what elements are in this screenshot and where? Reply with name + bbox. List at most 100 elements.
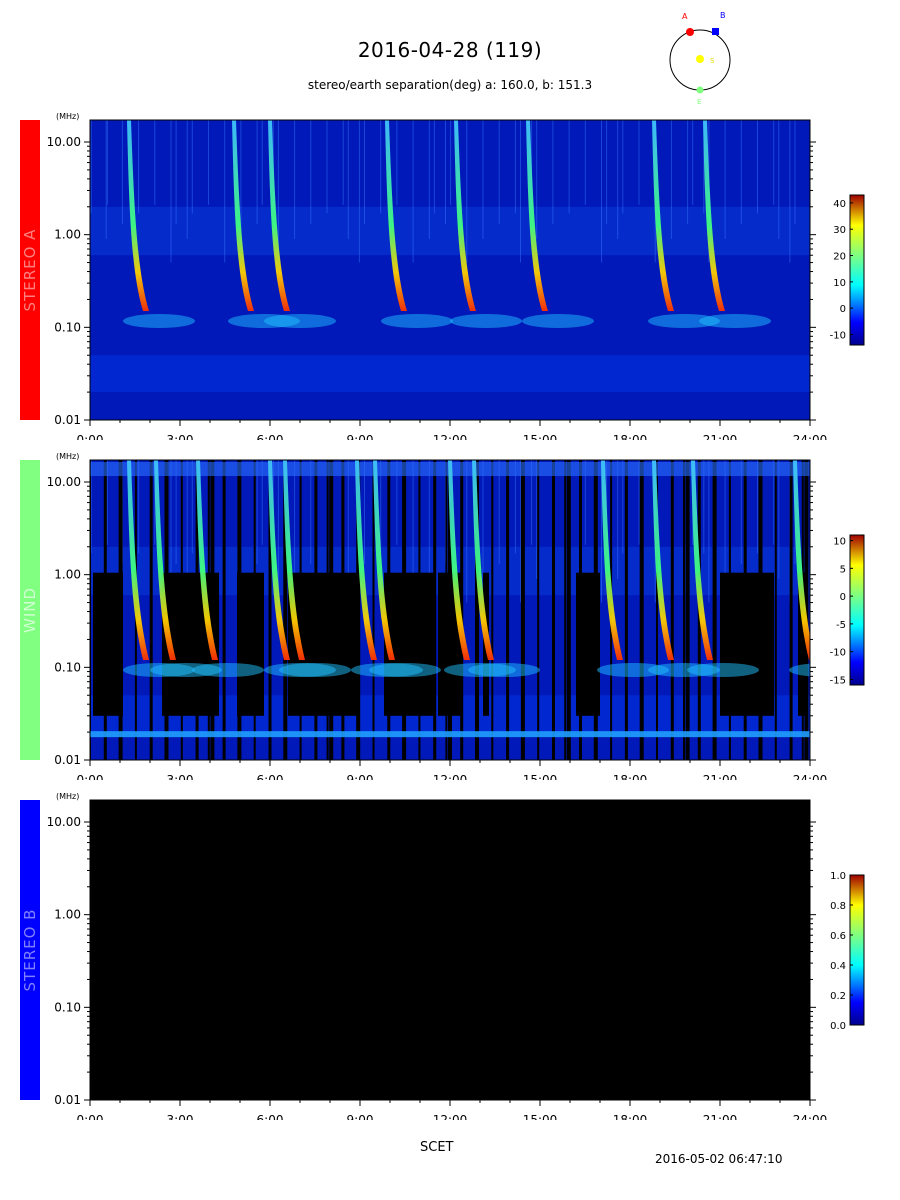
burst-tail [597, 662, 669, 677]
radio-burst [793, 460, 810, 660]
y-tick-label: 0.01 [54, 413, 81, 427]
x-tick-label: 12:00 [433, 433, 468, 440]
x-tick-label: 24:00 [793, 1113, 828, 1120]
colorbar-tick-label: 10 [833, 278, 846, 289]
x-tick-label: 21:00 [703, 433, 738, 440]
colorbar-tick-label: -5 [836, 620, 846, 631]
colorbar-tick-label: 5 [840, 564, 846, 575]
colorbar [849, 874, 865, 1026]
colorbar-tick-label: 0 [840, 304, 846, 315]
radio-burst [652, 460, 674, 660]
earth-marker-label: E [697, 98, 701, 106]
y-tick-label: 10.00 [47, 135, 81, 149]
radio-burst [154, 460, 176, 660]
burst-tail [687, 662, 759, 677]
x-tick-label: 0:00 [77, 1113, 104, 1120]
x-tick-label: 12:00 [433, 1113, 468, 1120]
colorbar-tick-label: 20 [833, 252, 846, 263]
page-title: 2016-04-28 (119) [357, 38, 543, 62]
colorbar-tick-label: -10 [830, 330, 846, 341]
data-gap-block [720, 572, 774, 716]
x-tick-label: 6:00 [257, 773, 284, 780]
burst-tail [648, 314, 720, 329]
y-tick-label: 0.10 [54, 320, 81, 334]
spectrogram-svg: 10.00 1.00 0.10 0.01 (MHz) 0:00 3:00 6:00 9:00 12… [47, 112, 865, 440]
stereo-b-side-bar: STEREO B [20, 800, 40, 1100]
x-tick-label: 6:00 [257, 1113, 284, 1120]
x-tick-label: 18:00 [613, 433, 648, 440]
x-tick-label: 18:00 [613, 773, 648, 780]
plot-background [90, 800, 810, 1100]
data-gap-block [93, 572, 123, 716]
sun-marker [696, 55, 704, 63]
radio-burst [526, 120, 548, 312]
radio-burst [196, 460, 218, 660]
radio-burst [601, 460, 623, 660]
earth-marker [696, 86, 704, 94]
radio-burst [454, 120, 476, 312]
x-tick-label: 15:00 [523, 773, 558, 780]
x-tick-label: 9:00 [347, 773, 374, 780]
x-tick-label: 9:00 [347, 1113, 374, 1120]
spectrogram-svg: 10.00 1.00 0.10 0.01 (MHz) 0:00 3:00 6:00 9:00 12… [47, 792, 865, 1120]
colorbar-tick-label: -15 [830, 675, 846, 686]
burst-tail [450, 314, 522, 329]
x-tick-label: 21:00 [703, 1113, 738, 1120]
page-subtitle: stereo/earth separation(deg) a: 160.0, b… [307, 78, 593, 92]
x-axis-title: SCET [420, 1140, 454, 1155]
radio-burst [448, 460, 470, 660]
stereo-b-marker [712, 28, 719, 35]
stereo-a-side-bar: STEREO A [20, 120, 40, 420]
stereo-b-marker-label: B [720, 11, 726, 20]
colorbar-tick-label: 0.2 [830, 991, 846, 1002]
colorbar-tick-label: 0.8 [830, 901, 846, 912]
burst-tail [468, 662, 540, 677]
y-tick-label: 0.10 [54, 660, 81, 674]
burst-tail [381, 314, 453, 329]
burst-tail [192, 662, 264, 677]
y-tick-label: 1.00 [54, 228, 81, 242]
radio-burst [127, 460, 149, 660]
burst-tail [789, 663, 810, 677]
colorbar [849, 534, 865, 686]
y-tick-label: 1.00 [54, 908, 81, 922]
plasma-line [90, 731, 810, 738]
colorbar-tick-label: 0.4 [830, 961, 846, 972]
x-tick-label: 0:00 [77, 433, 104, 440]
colorbar-tick-label: 1.0 [830, 871, 846, 882]
x-tick-label: 3:00 [167, 1113, 194, 1120]
stereo-a-marker [686, 28, 694, 36]
burst-tail [699, 314, 771, 329]
radio-burst [373, 460, 395, 660]
orbit-diagram: A B S E [669, 11, 731, 106]
colorbar [849, 194, 865, 346]
wind-side-bar: WIND [20, 460, 40, 760]
x-tick-label: 0:00 [77, 773, 104, 780]
burst-tail [264, 314, 336, 329]
y-unit-label: (MHz) [56, 792, 79, 801]
burst-tail [369, 662, 441, 677]
x-tick-label: 3:00 [167, 433, 194, 440]
y-unit-label: (MHz) [56, 452, 79, 461]
radio-burst [703, 120, 725, 312]
radio-burst [355, 460, 377, 660]
burst-tail [123, 314, 195, 329]
stereo-a-panel: 10.00 1.00 0.10 0.01 (MHz) 0:00 3:00 6:00 9:00 12… [0, 100, 900, 440]
sun-marker-label: S [710, 57, 715, 65]
x-tick-label: 24:00 [793, 433, 828, 440]
y-tick-label: 0.10 [54, 1000, 81, 1014]
colorbar-tick-label: 0.6 [830, 931, 846, 942]
plot-layer [90, 460, 810, 760]
colorbar-tick-label: 0.0 [830, 1021, 846, 1032]
data-gap-block [237, 572, 264, 716]
plot-layer [90, 120, 810, 393]
x-tick-label: 24:00 [793, 773, 828, 780]
colorbar-tick-label: 30 [833, 225, 846, 236]
x-tick-label: 9:00 [347, 433, 374, 440]
x-tick-label: 21:00 [703, 773, 738, 780]
radio-burst [385, 120, 407, 312]
x-tick-label: 15:00 [523, 1113, 558, 1120]
y-tick-label: 10.00 [47, 475, 81, 489]
spectrogram-svg: 10.00 1.00 0.10 0.01 (MHz) 0:00 3:00 6:00 9:00 12… [47, 452, 865, 780]
stereo-b-panel: 10.00 1.00 0.10 0.01 (MHz) 0:00 3:00 6:00 9:00 12… [0, 780, 900, 1120]
